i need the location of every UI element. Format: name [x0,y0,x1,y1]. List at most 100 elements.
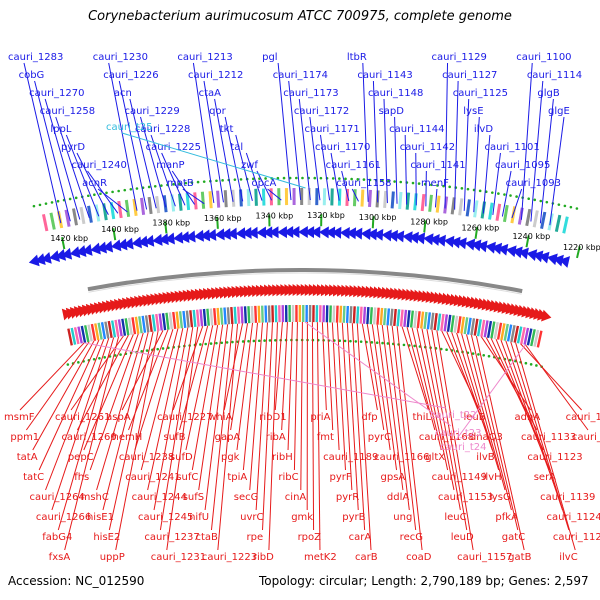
forward-arrow [185,230,196,243]
forward-arrow [123,237,134,250]
gene-band [213,308,217,326]
forward-gene-label: cauri_1240 [72,160,127,171]
outer-tick-dot [569,205,573,209]
reverse-rna-label: cauri_t22 [430,410,477,421]
gene-band [426,312,432,330]
forward-gene-label: cauri_1212 [188,70,243,81]
inner-tick-dot [375,341,379,344]
feature-band [117,200,123,219]
inner-tick-dot [119,353,122,356]
forward-arrow [152,233,163,246]
outer-tick-dot [233,178,237,181]
outer-tick-dot [557,203,561,206]
outer-tick-dot [338,177,341,180]
forward-gene-line [267,188,282,201]
inner-tick-dot [268,339,272,342]
outer-tick-dot [129,187,133,191]
forward-gene-line [463,98,470,211]
forward-gene-line [171,170,196,205]
forward-gene-label: cobG [19,70,45,81]
outer-tick-dot [331,177,335,180]
kbp-label: 1220 kbp [563,243,600,252]
forward-gene-line [482,134,491,214]
inner-tick-dot [274,338,277,342]
inner-tick-dot [402,343,406,347]
forward-gene-line [139,116,167,208]
inner-tick-dot [343,339,347,343]
forward-arrow [456,237,467,250]
outer-tick-dot [442,184,445,188]
inner-tick-dot [535,364,538,367]
inner-tick-dot [231,340,234,344]
reverse-gene-line [83,334,134,451]
gene-band [403,309,408,327]
reverse-gene-line [341,322,353,491]
reverse-gene-label: ilvC [559,552,577,563]
reverse-gene-label: pyrC [368,432,391,443]
feature-band [64,209,71,227]
outer-tick-dot [68,197,72,201]
gene-band [433,313,438,331]
gene-band [67,328,73,346]
reverse-gene-line [381,324,404,491]
forward-arrow [310,226,321,239]
gene-band [107,320,113,339]
gene-band [409,310,414,328]
reverse-gene-label: cinA [285,492,307,503]
gene-band [506,324,513,342]
forward-gene-label: cauri_1172 [294,106,349,117]
outer-tick-dot [533,198,537,202]
forward-gene-line [76,152,109,216]
forward-gene-line [492,152,501,216]
outer-tick-dot [264,177,267,180]
reverse-gene-label: serA [534,472,556,483]
reverse-gene-line [411,327,442,451]
reverse-gene-line [25,341,90,431]
gene-band [155,313,160,332]
reverse-gene-line [153,327,189,511]
gene-band [369,307,373,325]
gene-band [486,320,493,338]
kbp-tick [61,237,66,250]
forward-gene-line [520,62,533,220]
gene-band [172,311,177,330]
feature-band [147,196,153,215]
reverse-gene-label: cauri_1139 [540,492,595,503]
outer-tick-dot [44,202,48,205]
outer-tick-dot [32,204,36,208]
forward-gene-label: cauri_1283 [8,52,63,63]
gene-band [406,310,411,328]
gene-band [114,319,120,337]
forward-gene-label: mptB [167,178,194,189]
feature-band [390,191,395,209]
inner-tick-dot [477,353,480,356]
forward-gene-label: qor [209,106,226,117]
reverse-gene-label: tatC [23,472,44,483]
forward-arrow [117,238,128,251]
outer-tick-dot [362,178,366,181]
reverse-gene-line [426,329,461,511]
reverse-gene-line [115,330,159,551]
forward-gene-label: cauri_1270 [29,88,84,99]
forward-arrow [172,231,184,244]
gene-band [453,315,459,333]
reverse-gene-line [316,322,321,551]
reverse-gene-label: mshC [81,492,109,503]
inner-tick-dot [508,358,512,362]
outer-tick-dot [99,192,102,196]
reverse-gene-label: recG [400,532,423,543]
forward-arrow [277,226,287,239]
outer-tick-dot [503,193,506,196]
gene-band [339,305,343,323]
forward-arrow [214,228,225,241]
gene-band [100,322,107,340]
reverse-gene-label: rpoZ [298,532,322,543]
reverse-gene-label: tatA [17,452,38,463]
reverse-gene-label: cauri_1157 [457,552,512,563]
gene-band [247,306,251,324]
gene-band [104,321,110,339]
forward-arrow [193,229,204,242]
gene-band [510,325,516,343]
feature-band [178,193,183,211]
reverse-gene-label: cauri_1237 [144,532,199,543]
